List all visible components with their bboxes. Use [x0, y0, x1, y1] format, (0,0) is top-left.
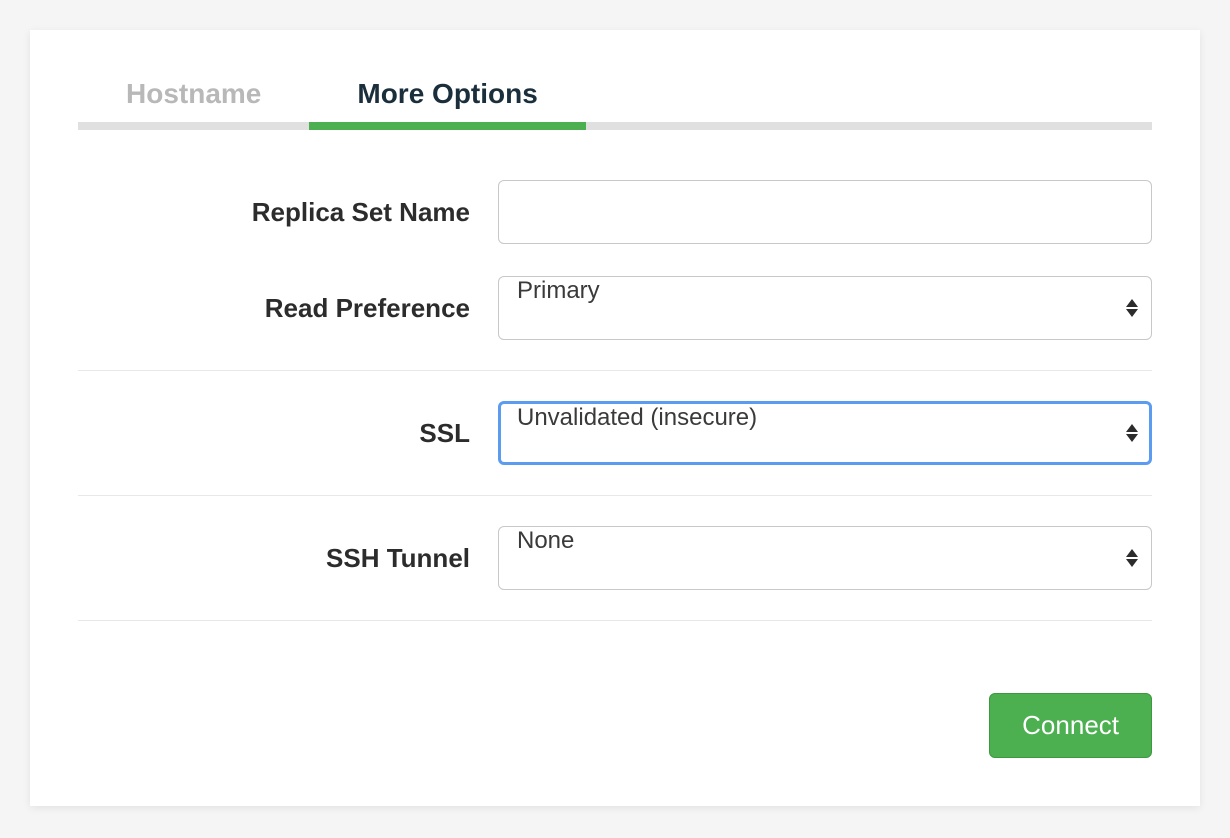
form-body: Replica Set Name Read Preference Primary: [30, 130, 1200, 806]
ssl-label: SSL: [78, 418, 498, 449]
row-ssl: SSL Unvalidated (insecure): [78, 401, 1152, 465]
replica-set-input[interactable]: [498, 180, 1152, 244]
button-row: Connect: [78, 651, 1152, 758]
read-preference-select[interactable]: Primary: [498, 276, 1152, 340]
replica-set-input-wrap: [498, 180, 1152, 244]
read-preference-select-wrap: Primary: [498, 276, 1152, 340]
read-preference-label: Read Preference: [78, 293, 498, 324]
ssl-select-wrap: Unvalidated (insecure): [498, 401, 1152, 465]
section-ssh: SSH Tunnel None: [78, 526, 1152, 621]
section-ssl: SSL Unvalidated (insecure): [78, 401, 1152, 496]
row-replica-set-name: Replica Set Name: [78, 180, 1152, 244]
ssh-tunnel-label: SSH Tunnel: [78, 543, 498, 574]
row-ssh-tunnel: SSH Tunnel None: [78, 526, 1152, 590]
replica-set-label: Replica Set Name: [78, 197, 498, 228]
row-read-preference: Read Preference Primary: [78, 276, 1152, 340]
tab-hostname[interactable]: Hostname: [78, 78, 309, 130]
tabs: Hostname More Options: [78, 78, 1152, 130]
tab-more-options[interactable]: More Options: [309, 78, 585, 130]
ssh-tunnel-select[interactable]: None: [498, 526, 1152, 590]
tabs-container: Hostname More Options: [30, 30, 1200, 130]
section-replica: Replica Set Name Read Preference Primary: [78, 180, 1152, 371]
connection-panel: Hostname More Options Replica Set Name R…: [30, 30, 1200, 806]
connect-button[interactable]: Connect: [989, 693, 1152, 758]
ssh-tunnel-select-wrap: None: [498, 526, 1152, 590]
ssl-select[interactable]: Unvalidated (insecure): [498, 401, 1152, 465]
